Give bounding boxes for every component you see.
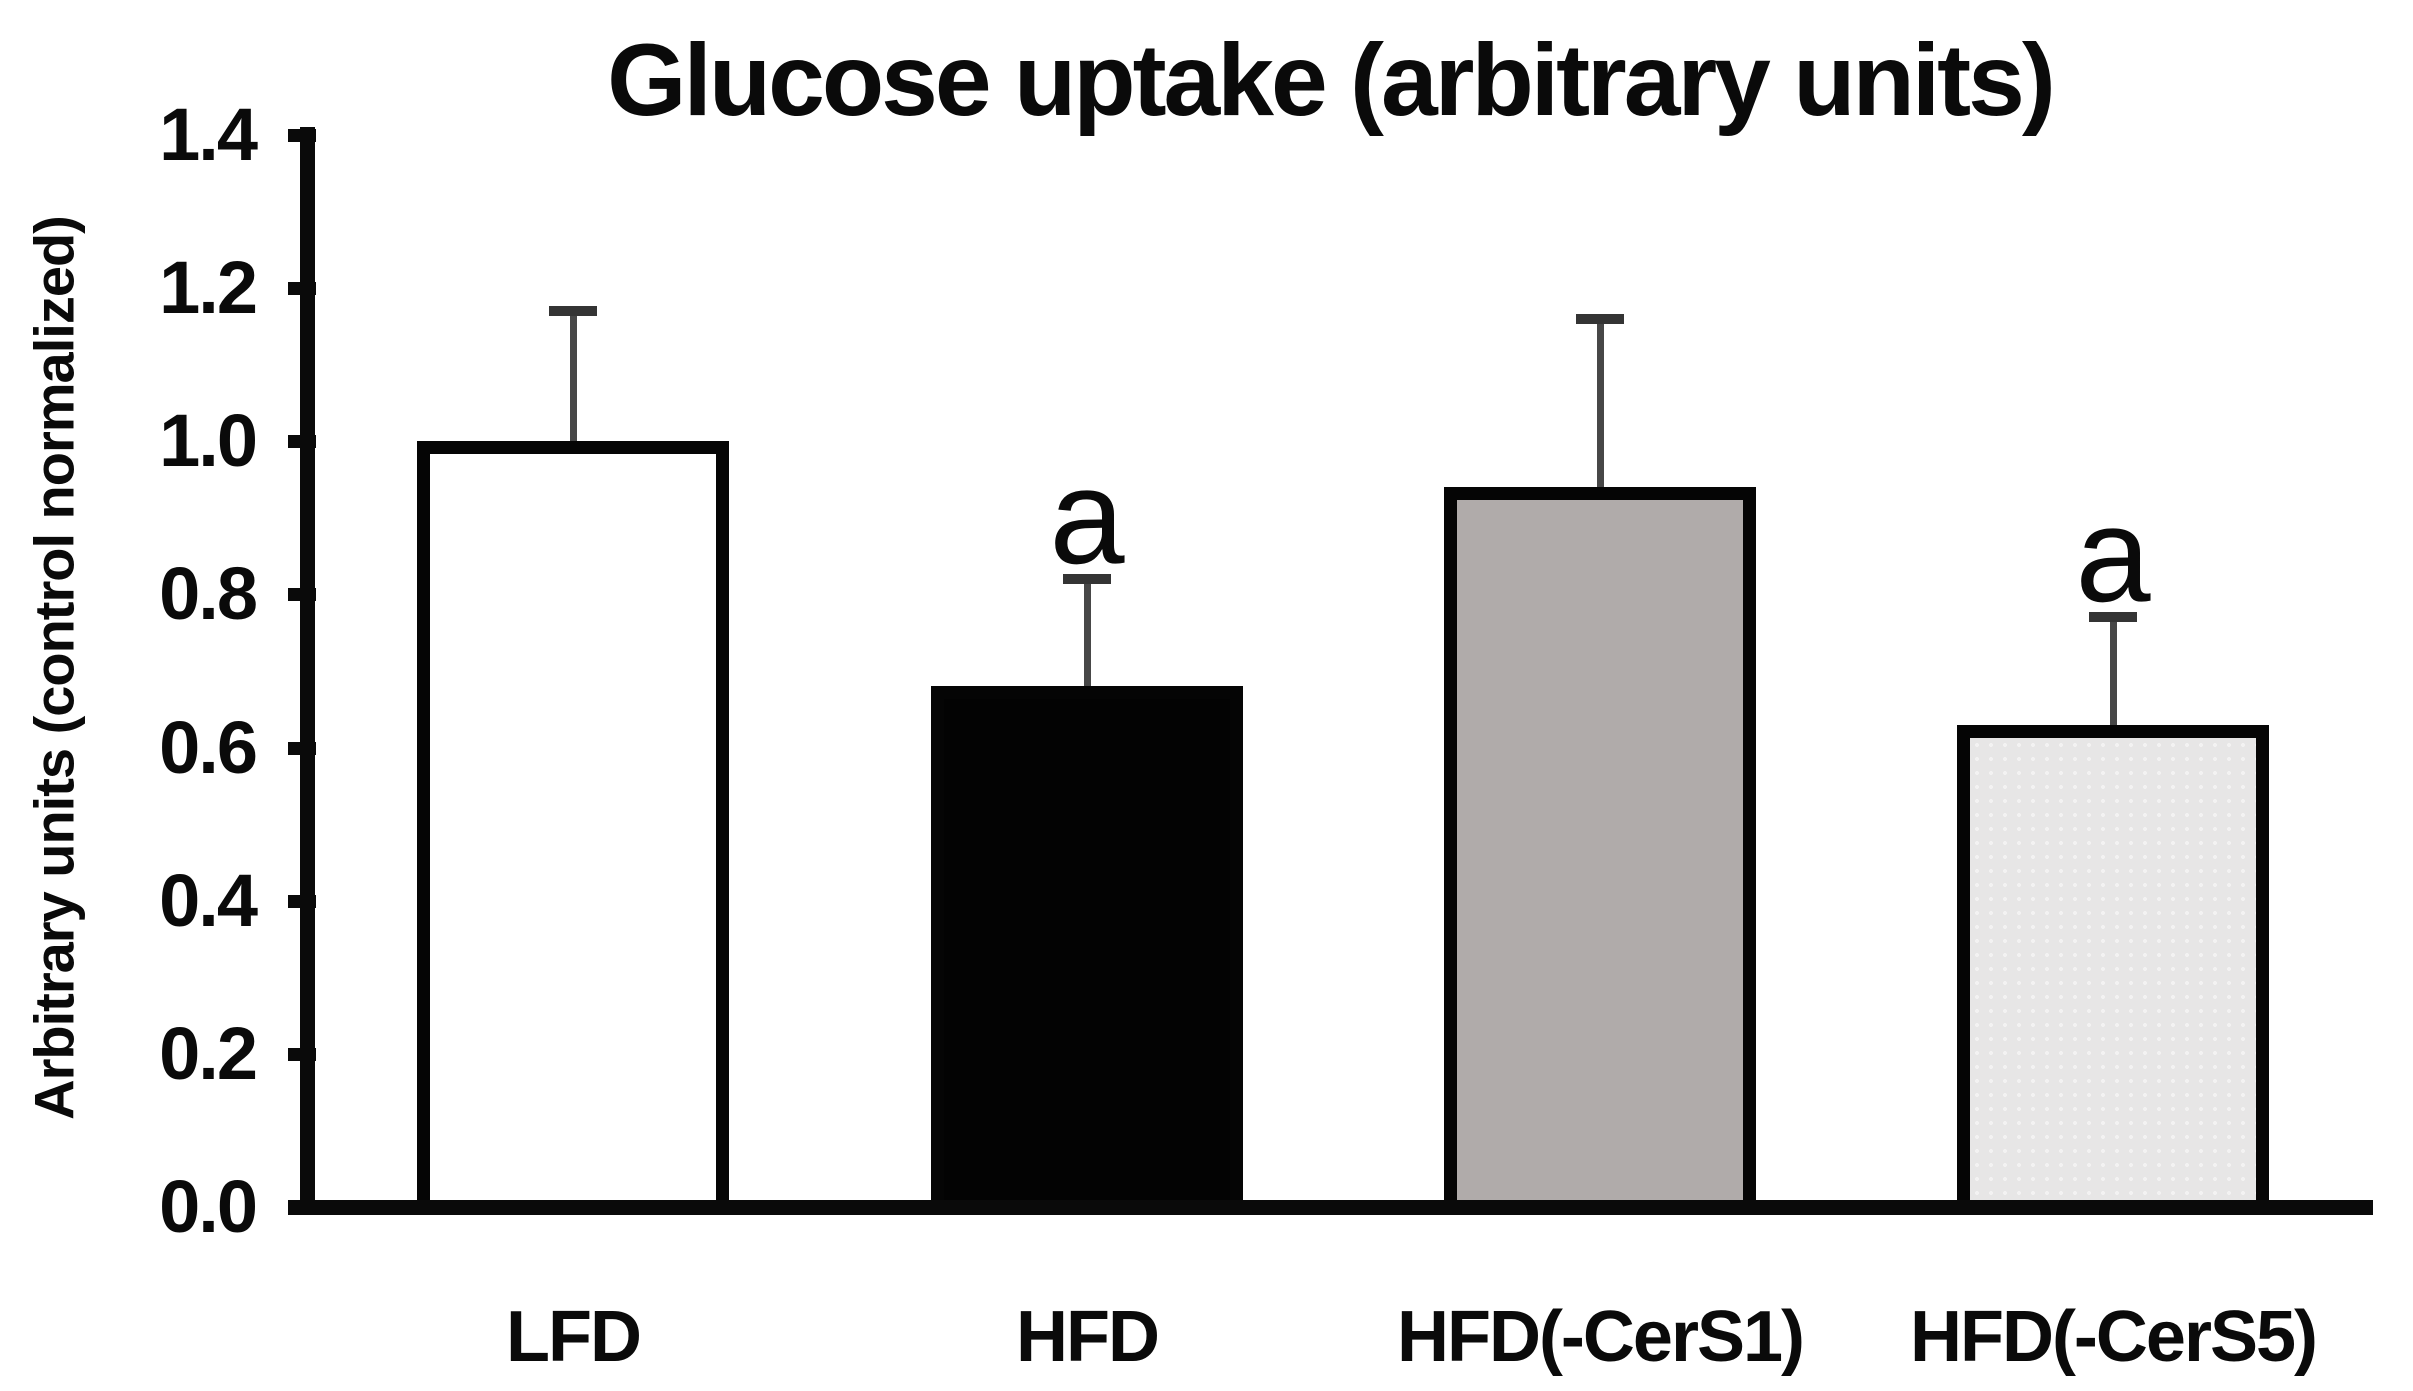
x-axis-line [288, 1200, 2373, 1215]
bar-lfd [417, 441, 729, 1214]
y-tick-label: 1.2 [159, 246, 258, 330]
chart-title: Glucose uptake (arbitrary units) [607, 23, 2056, 137]
error-bar-stem [1083, 579, 1091, 687]
x-label-hfd-cers1: HFD(-CerS1) [1396, 1297, 1805, 1377]
y-axis-line [300, 127, 315, 1214]
y-tick-mark [288, 894, 316, 908]
y-tick-label: 0.2 [159, 1011, 258, 1095]
y-tick-mark [288, 129, 316, 142]
y-tick-mark [288, 1047, 316, 1061]
y-tick-mark [288, 282, 316, 296]
bar-hfd-cers1 [1444, 487, 1756, 1214]
significance-annotation: a [2075, 479, 2151, 631]
y-tick-label: 0.6 [159, 705, 258, 789]
error-bar-stem [2109, 617, 2117, 725]
y-axis-label: Arbitrary units (control normalized) [22, 216, 86, 1120]
bar-hfd [931, 686, 1243, 1214]
error-bar-stem [1596, 318, 1604, 488]
y-tick-mark [288, 588, 316, 602]
x-label-hfd: HFD [1016, 1297, 1160, 1377]
error-bar-cap [1576, 313, 1624, 324]
y-tick-label: 0.0 [159, 1165, 258, 1248]
x-label-hfd-cers5: HFD(-CerS5) [1909, 1297, 2318, 1377]
error-bar-cap [549, 306, 597, 317]
error-bar-stem [569, 311, 577, 442]
y-tick-label: 1.0 [159, 399, 258, 483]
y-tick-mark [288, 741, 316, 755]
y-tick-label: 1.4 [159, 93, 258, 176]
significance-annotation: a [1049, 441, 1125, 593]
y-tick-mark [288, 1201, 316, 1214]
y-tick-label: 0.4 [159, 858, 258, 942]
error-bar-cap [2089, 612, 2137, 623]
error-bar-cap [1063, 574, 1111, 585]
bar-hfd-cers5 [1957, 724, 2269, 1214]
x-label-lfd: LFD [506, 1297, 642, 1377]
y-tick-mark [288, 435, 316, 449]
y-tick-label: 0.8 [159, 552, 258, 636]
